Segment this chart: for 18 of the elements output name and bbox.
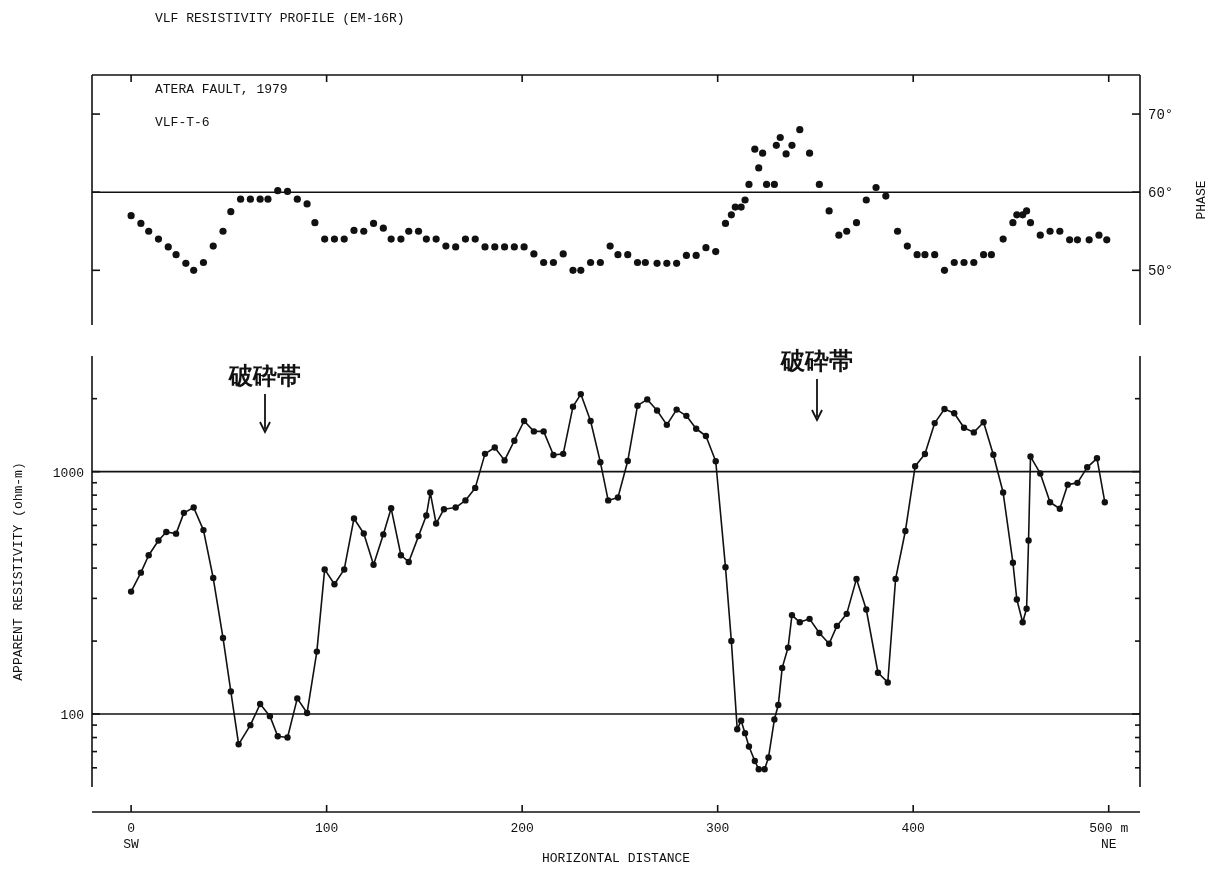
y2-tick-label: 50°	[1148, 263, 1174, 280]
annotation: 破砕帯	[228, 362, 301, 390]
y2-tick-label: 70°	[1148, 107, 1174, 124]
y2-tick-label: 60°	[1148, 185, 1174, 202]
y-axis-title: APPARENT RESISTIVITY (ohm-m)	[11, 462, 26, 681]
x-tick-label: 500 m NE	[1089, 821, 1129, 852]
annotation: ATERA FAULT, 1979	[155, 82, 288, 97]
x-tick-label: 200	[510, 821, 534, 836]
chart-title: VLF RESISTIVITY PROFILE (EM-16R)	[155, 11, 405, 26]
x-tick-label: 300	[705, 821, 730, 836]
annotation: 破砕帯	[780, 347, 853, 375]
y-tick-label: 1000	[52, 465, 84, 481]
annotation: VLF-T-6	[155, 115, 210, 130]
x-tick-label: 0 SW	[123, 821, 140, 852]
x-axis-title: HORIZONTAL DISTANCE	[541, 851, 691, 866]
x-tick-label: 100	[314, 821, 339, 836]
x-tick-label: 400	[901, 821, 925, 836]
y2-axis-title: PHASE	[1194, 180, 1209, 220]
